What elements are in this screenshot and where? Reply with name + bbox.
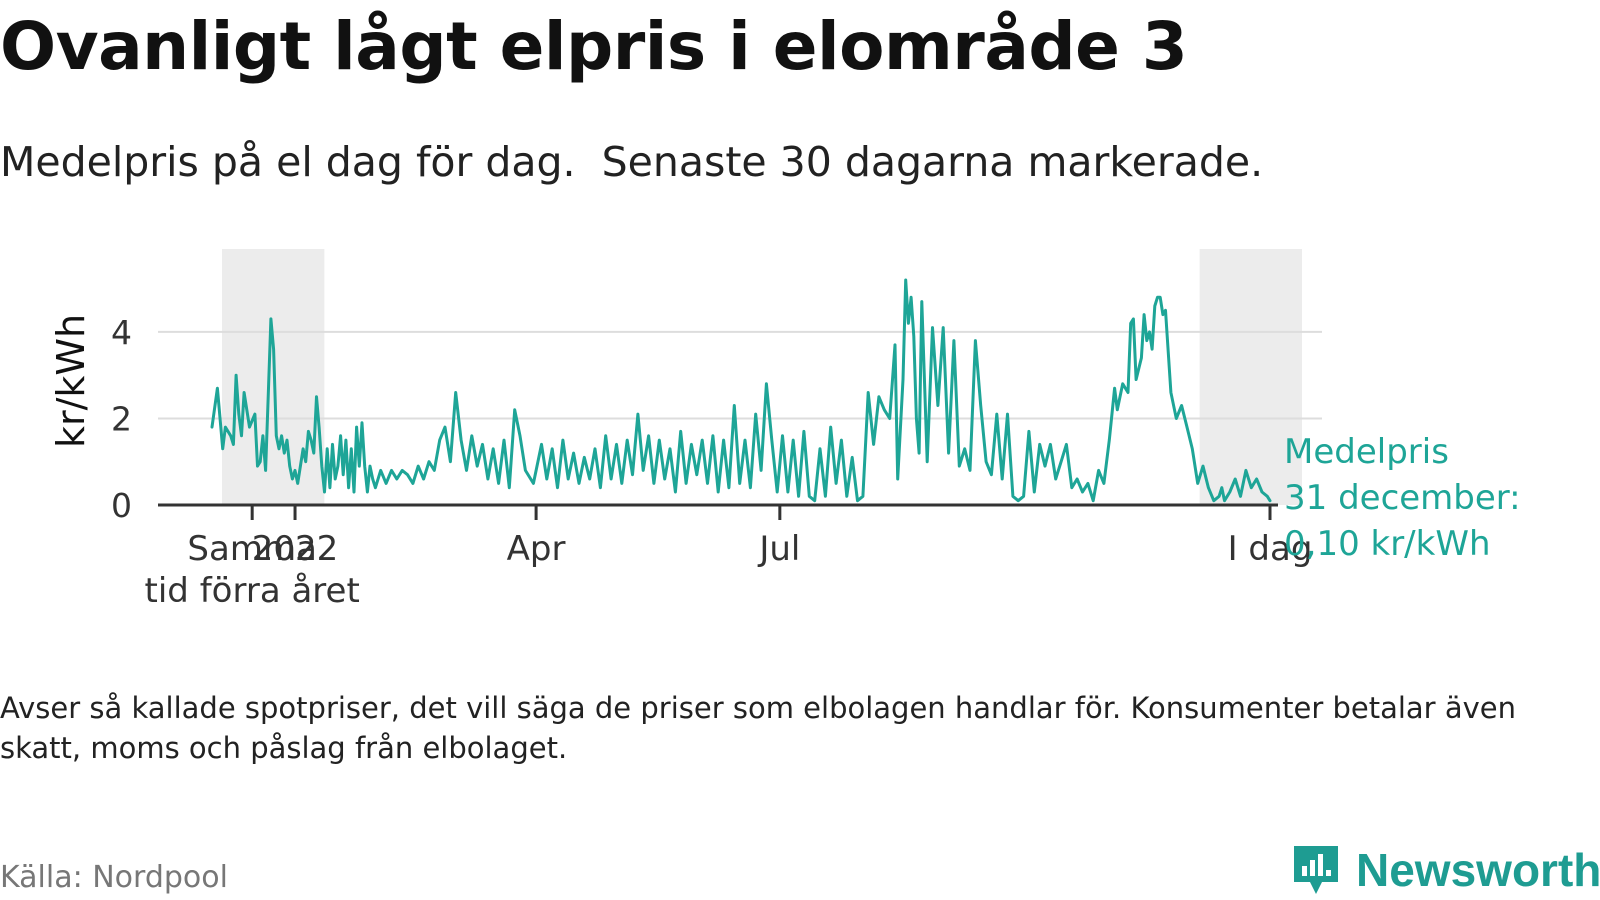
footnote: Avser så kallade spotpriser, det vill sä…: [0, 691, 1516, 765]
x-tick-label: Jul: [757, 529, 800, 569]
bar-chart-speech-bubble-icon: [1294, 846, 1338, 894]
chart-subtitle: Medelpris på el dag för dag. Senaste 30 …: [0, 138, 1264, 186]
y-tick-label: 2: [111, 399, 132, 438]
x-tick-label: I dag: [1228, 529, 1313, 569]
y-tick-label: 4: [111, 313, 132, 352]
x-tick-label: Apr: [507, 529, 566, 569]
x-tick-label: 2022: [252, 529, 339, 569]
annotation-line: 31 december:: [1284, 478, 1521, 518]
page-title: Ovanligt lågt elpris i elområde 3: [0, 8, 1188, 85]
annotation-line: Medelpris: [1284, 432, 1449, 472]
latest-value-annotation: Medelpris 31 december: 0,10 kr/kWh: [1284, 432, 1521, 564]
shaded-period: [1199, 249, 1302, 505]
annotation-line: 0,10 kr/kWh: [1284, 524, 1491, 564]
y-axis-label: kr/kWh: [49, 314, 93, 448]
x-tick-label-line: tid förra året: [145, 571, 360, 611]
source-label: Källa: Nordpool: [0, 860, 228, 895]
x-tick-label: Samma tid förra året: [145, 529, 360, 611]
shaded-periods: [222, 249, 1302, 505]
y-tick-label: 0: [111, 486, 132, 525]
x-tick-marks: [250, 505, 1272, 520]
grid-lines: [158, 330, 1322, 420]
x-tick-label-line: Samma: [187, 529, 317, 569]
brand-name: Newsworthy: [1356, 844, 1600, 896]
brand: Newsworthy: [1290, 842, 1600, 898]
y-tick-labels: 0 2 4: [111, 313, 132, 525]
price-series-line: [210, 278, 1272, 503]
